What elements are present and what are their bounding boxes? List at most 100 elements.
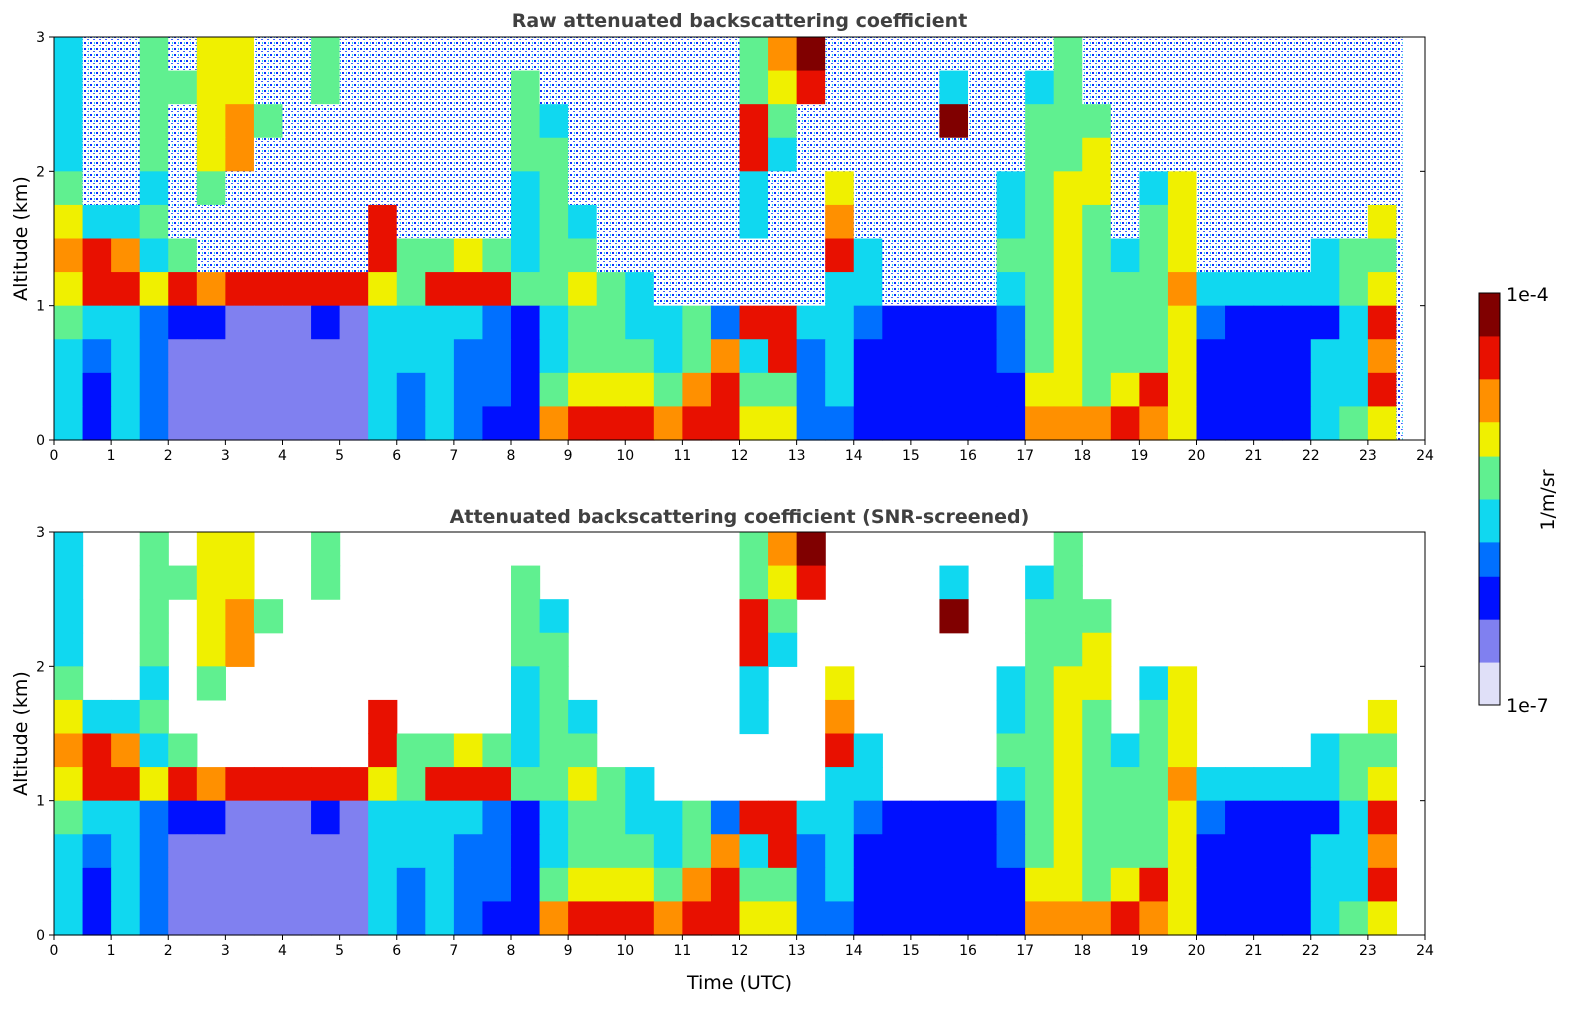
heat-cell [253, 372, 284, 408]
heat-cell [82, 800, 112, 835]
heat-cell [910, 339, 941, 374]
heat-cell [453, 137, 484, 172]
heat-cell [796, 272, 826, 307]
heat-cell [882, 305, 912, 340]
heat-cell [568, 834, 598, 869]
heat-cell [1025, 733, 1055, 768]
heat-cell [625, 867, 655, 903]
heat-cell [196, 339, 226, 374]
heat-cell [1367, 104, 1398, 139]
heat-cell [1082, 372, 1112, 408]
heat-cell [196, 305, 226, 340]
heat-cell [710, 137, 741, 172]
heat-cell [653, 406, 683, 441]
colorbar-swatch [1479, 602, 1500, 612]
heat-cell [54, 699, 84, 735]
heat-cell [82, 37, 112, 72]
heat-cell [54, 372, 84, 408]
heat-cell [111, 339, 141, 374]
heat-cell [1196, 272, 1226, 307]
heat-cell [710, 339, 741, 374]
heat-cell [111, 867, 141, 903]
heat-cell [939, 867, 969, 903]
heat-cell [882, 137, 912, 172]
heat-cell [511, 372, 541, 408]
heat-cell [996, 104, 1026, 139]
x-tick-label: 9 [564, 448, 573, 464]
heat-cell [511, 305, 541, 340]
heat-cell [682, 372, 712, 408]
heat-cell [282, 339, 312, 374]
heat-cell [1367, 834, 1398, 869]
heat-cell [939, 204, 969, 240]
heat-cell [1282, 104, 1312, 139]
heat-cell [1053, 37, 1083, 72]
heat-cell [1139, 800, 1169, 835]
heat-cell [1367, 137, 1398, 172]
heat-cell [1253, 37, 1283, 72]
heat-cell [1282, 406, 1312, 441]
heat-cell [511, 867, 541, 903]
heat-cell [882, 867, 912, 903]
heat-cell [1167, 372, 1198, 408]
heat-cell [682, 305, 712, 340]
heat-cell [1310, 767, 1340, 802]
heat-cell [968, 137, 998, 172]
heat-cell [225, 104, 255, 139]
y-axis-label: Altitude (km) [10, 671, 32, 796]
heat-cell [54, 70, 84, 105]
heat-cell [139, 901, 169, 936]
y-tick-label: 2 [36, 659, 45, 675]
heat-cell [168, 800, 198, 835]
heat-cell [768, 565, 798, 600]
heat-cell [453, 800, 484, 835]
heat-cell [996, 800, 1026, 835]
y-tick-label: 0 [36, 433, 45, 449]
heat-cell [511, 406, 541, 441]
heat-cell [396, 339, 426, 374]
heat-cell [739, 901, 769, 936]
heat-cell [453, 238, 484, 273]
heat-cell [253, 901, 284, 936]
heat-cell [425, 70, 455, 105]
heat-cell [739, 565, 769, 600]
heat-cell [139, 834, 169, 869]
heat-cell [853, 204, 883, 240]
heat-cell [225, 406, 255, 441]
heat-cell [1310, 339, 1340, 374]
heat-cell [482, 272, 512, 307]
x-tick-label: 21 [1245, 943, 1263, 959]
heat-cell [1339, 238, 1369, 273]
colorbar-swatch [1479, 644, 1500, 654]
heat-cell [1082, 599, 1112, 634]
heat-cell [54, 104, 84, 139]
heat-cell [1139, 901, 1169, 936]
heat-cell [1110, 767, 1140, 802]
heat-cell [1053, 104, 1083, 139]
colorbar-swatch [1479, 507, 1500, 517]
heat-cell [396, 767, 426, 802]
heat-cell [1110, 238, 1140, 273]
heat-cell [568, 372, 598, 408]
heat-cell [225, 171, 255, 206]
colorbar-swatch [1479, 361, 1500, 371]
heat-cell [710, 104, 741, 139]
x-tick-label: 23 [1359, 943, 1377, 959]
heat-cell [253, 171, 284, 206]
heat-cell [368, 272, 398, 307]
heat-cell [568, 901, 598, 936]
heat-cell [82, 867, 112, 903]
heat-cell [1167, 238, 1198, 273]
x-tick-label: 22 [1302, 943, 1320, 959]
heat-cell [1367, 406, 1398, 441]
heat-cell [82, 204, 112, 240]
colorbar-unit-label: 1/m/sr [1537, 469, 1559, 530]
heat-cell [339, 272, 369, 307]
heat-cell [882, 272, 912, 307]
heat-cell [1225, 104, 1255, 139]
heat-cell [225, 800, 255, 835]
heat-cell [596, 901, 626, 936]
heat-cell [568, 70, 598, 105]
heat-cell [910, 372, 941, 408]
